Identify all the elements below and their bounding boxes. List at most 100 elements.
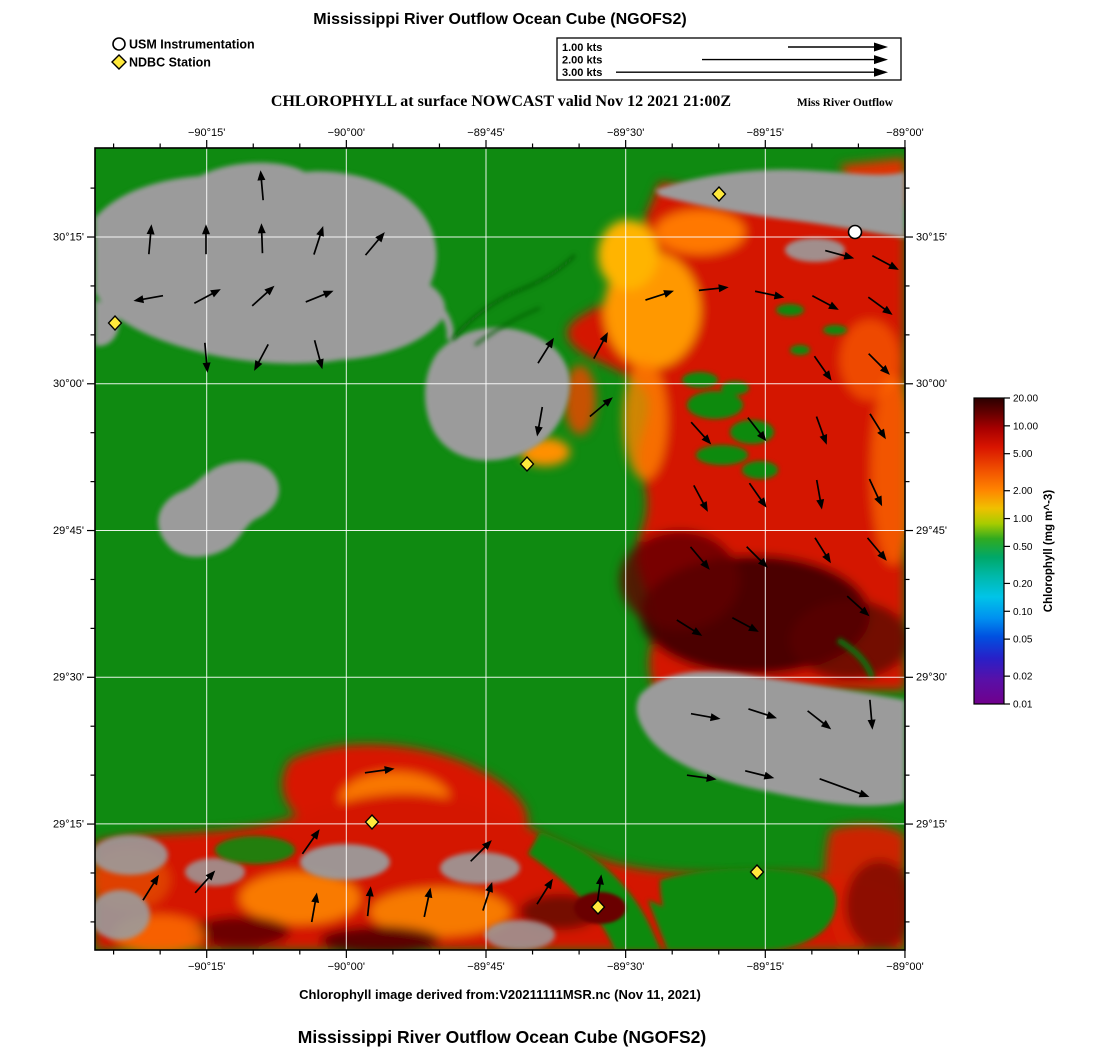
colorbar-tick-label: 2.00 <box>1013 486 1033 497</box>
bottom-title: Mississippi River Outflow Ocean Cube (NG… <box>298 1027 706 1047</box>
current-arrow <box>254 343 269 371</box>
current-vectors <box>133 170 899 923</box>
ndbc-station-marker <box>711 186 727 202</box>
x-tick-label-top: −89°00' <box>886 127 923 139</box>
current-arrow <box>202 224 210 255</box>
current-arrow <box>867 296 893 315</box>
current-arrow <box>257 170 266 201</box>
current-arrow <box>364 232 385 256</box>
current-arrow <box>869 413 886 440</box>
colorbar-tick-label: 0.20 <box>1013 579 1033 590</box>
subtitle-right: Miss River Outflow <box>797 97 894 109</box>
current-arrow <box>423 887 433 918</box>
y-tick-label-right: 30°00' <box>916 378 947 390</box>
x-tick-label-top: −90°15' <box>188 127 225 139</box>
y-tick-label-left: 29°15' <box>53 818 84 830</box>
subtitle: CHLOROPHYLL at surface NOWCAST valid Nov… <box>271 93 731 110</box>
current-arrow <box>868 353 890 375</box>
colorbar-tick-label: 10.00 <box>1013 421 1038 432</box>
y-tick-label-right: 29°45' <box>916 525 947 537</box>
ndbc-station-marker <box>749 864 765 880</box>
current-arrow <box>748 708 777 719</box>
current-arrow <box>364 766 395 775</box>
current-arrow <box>819 777 870 798</box>
velocity-scale-label: 3.00 kts <box>562 67 602 79</box>
current-arrow <box>593 332 608 360</box>
current-arrow <box>867 699 876 730</box>
velocity-scale-arrowhead <box>874 55 888 65</box>
current-arrow <box>257 223 266 254</box>
current-arrow <box>815 416 828 445</box>
current-arrow <box>825 249 855 260</box>
current-arrow <box>305 290 334 303</box>
current-arrow <box>537 337 554 364</box>
ndbc-station-marker <box>519 456 535 472</box>
current-arrow <box>690 421 712 445</box>
current-arrow <box>731 617 759 632</box>
current-arrow <box>301 829 320 855</box>
colorbar-tick-label: 0.02 <box>1013 672 1033 683</box>
colorbar: 20.00 10.00 5.00 2.00 1.00 0.50 0.20 0.10 0.05 0.… <box>973 394 1055 711</box>
x-tick-label-bottom: −90°15' <box>188 961 225 973</box>
ndbc-diamond-icon <box>111 54 127 70</box>
y-tick-label-left: 29°45' <box>53 525 84 537</box>
colorbar-ramp <box>973 397 1005 705</box>
current-arrow <box>686 773 717 782</box>
ndbc-station-marker <box>364 814 380 830</box>
current-arrow <box>310 892 320 923</box>
current-arrow <box>313 340 324 370</box>
current-arrow <box>142 874 159 901</box>
colorbar-tick-label: 5.00 <box>1013 449 1033 460</box>
current-arrow <box>693 484 708 512</box>
x-tick-label-bottom: −89°30' <box>607 961 644 973</box>
map-border <box>94 147 906 951</box>
y-tick-label-right: 29°30' <box>916 672 947 684</box>
colorbar-tick-label: 0.50 <box>1013 542 1033 553</box>
symbol-legend: USM Instrumentation NDBC Station <box>111 37 255 70</box>
x-tick-label-top: −89°15' <box>747 127 784 139</box>
nodata-regions <box>95 162 905 950</box>
current-arrow <box>866 537 887 561</box>
current-arrow <box>871 255 899 270</box>
marsh-overlays <box>215 253 875 950</box>
legend-usm-label: USM Instrumentation <box>129 38 255 52</box>
x-tick-label-bottom: −90°00' <box>328 961 365 973</box>
ndbc-station-marker <box>107 315 123 331</box>
axis-ticks <box>87 140 913 958</box>
current-arrow <box>676 619 703 636</box>
x-tick-label-top: −90°00' <box>328 127 365 139</box>
graticule <box>95 148 905 950</box>
current-arrow <box>194 870 216 894</box>
current-arrow <box>813 355 832 381</box>
current-arrow <box>814 537 831 564</box>
y-tick-label-right: 29°15' <box>916 818 947 830</box>
current-arrow <box>747 417 767 442</box>
current-arrow <box>748 482 767 508</box>
current-arrow <box>146 224 155 255</box>
current-arrow <box>251 285 275 307</box>
current-arrow <box>193 289 221 304</box>
current-arrow <box>868 478 883 507</box>
current-arrow <box>846 595 870 617</box>
velocity-scale-label: 1.00 kts <box>562 42 602 54</box>
current-arrow <box>811 295 839 310</box>
legend-ndbc-label: NDBC Station <box>129 56 211 70</box>
x-tick-label-bottom: −89°00' <box>886 961 923 973</box>
usm-circle-icon <box>112 37 126 51</box>
x-tick-label-top: −89°30' <box>607 127 644 139</box>
current-arrow <box>689 546 710 570</box>
velocity-scale-arrowhead <box>874 42 888 52</box>
colorbar-tick-label: 20.00 <box>1013 394 1038 405</box>
current-arrow <box>645 290 674 301</box>
current-arrow <box>313 226 324 255</box>
y-tick-label-left: 30°00' <box>53 378 84 390</box>
current-arrow <box>534 406 544 437</box>
current-arrow <box>754 290 785 300</box>
colorbar-tick-label: 0.10 <box>1013 607 1033 618</box>
colorbar-tick-label: 1.00 <box>1013 514 1033 525</box>
current-arrow <box>536 878 553 905</box>
x-tick-label-top: −89°45' <box>467 127 504 139</box>
